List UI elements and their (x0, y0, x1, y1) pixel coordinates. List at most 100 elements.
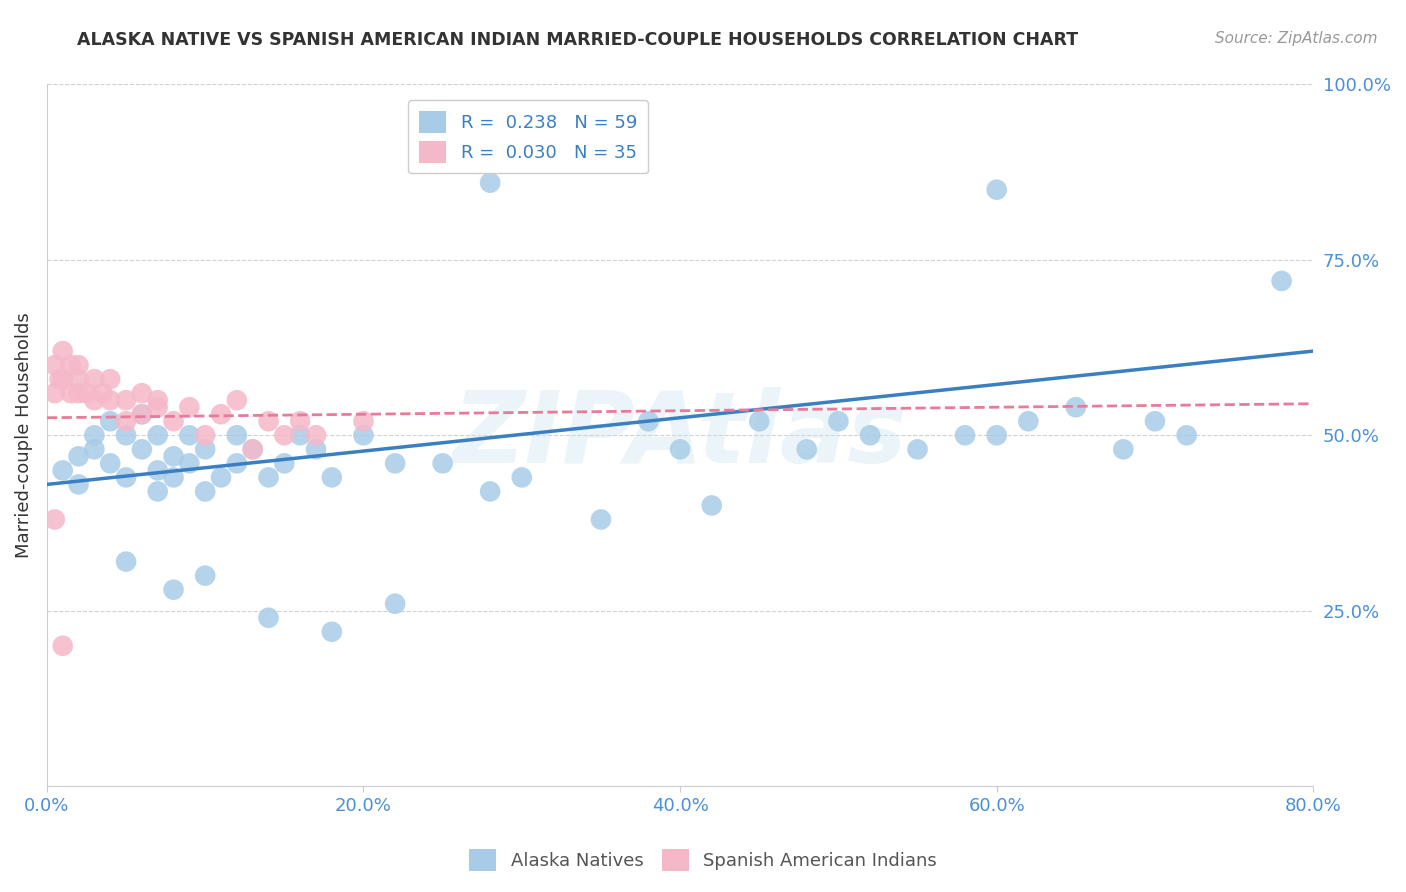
Point (321, 624, 343, 639)
Point (179, 401, 201, 415)
Point (242, 442, 264, 457)
Point (510, 470, 533, 484)
Point (131, 407, 153, 421)
Point (479, 176, 502, 190)
Point (288, 414, 311, 428)
Point (67, 450, 90, 464)
Point (52, 639, 75, 653)
Point (75, 386, 97, 401)
Point (194, 484, 217, 499)
Point (209, 407, 232, 421)
Point (637, 414, 659, 428)
Y-axis label: Married-couple Households: Married-couple Households (15, 312, 32, 558)
Point (131, 386, 153, 401)
Point (146, 463, 169, 477)
Point (67, 477, 90, 491)
Point (179, 428, 201, 442)
Point (146, 401, 169, 415)
Point (131, 442, 153, 457)
Point (98, 393, 121, 408)
Point (242, 442, 264, 457)
Point (859, 428, 882, 442)
Point (162, 414, 184, 428)
Point (907, 442, 929, 457)
Point (44, 358, 66, 372)
Point (162, 582, 184, 597)
Point (91, 386, 114, 401)
Point (162, 450, 184, 464)
Point (115, 555, 138, 569)
Point (146, 393, 169, 408)
Point (827, 414, 849, 428)
Point (67, 386, 90, 401)
Point (1017, 414, 1039, 428)
Point (98, 456, 121, 470)
Point (52, 463, 75, 477)
Point (796, 442, 818, 457)
Point (225, 393, 247, 408)
Point (115, 393, 138, 408)
Point (194, 568, 217, 582)
Point (669, 442, 692, 457)
Point (83, 372, 105, 386)
Text: ALASKA NATIVE VS SPANISH AMERICAN INDIAN MARRIED-COUPLE HOUSEHOLDS CORRELATION C: ALASKA NATIVE VS SPANISH AMERICAN INDIAN… (77, 31, 1078, 49)
Point (162, 470, 184, 484)
Point (131, 407, 153, 421)
Point (225, 456, 247, 470)
Point (44, 386, 66, 401)
Point (52, 372, 75, 386)
Point (67, 372, 90, 386)
Point (953, 428, 976, 442)
Point (986, 428, 1008, 442)
Point (288, 428, 311, 442)
Point (257, 611, 280, 625)
Point (115, 428, 138, 442)
Point (273, 428, 295, 442)
Point (209, 470, 232, 484)
Point (273, 456, 295, 470)
Point (52, 344, 75, 359)
Point (305, 442, 328, 457)
Point (115, 470, 138, 484)
Point (98, 372, 121, 386)
Point (194, 428, 217, 442)
Legend: Alaska Natives, Spanish American Indians: Alaska Natives, Spanish American Indians (463, 842, 943, 879)
Point (432, 456, 454, 470)
Point (257, 470, 280, 484)
Legend: R =  0.238   N = 59, R =  0.030   N = 35: R = 0.238 N = 59, R = 0.030 N = 35 (408, 101, 648, 173)
Point (146, 484, 169, 499)
Point (225, 428, 247, 442)
Text: ZIPAtlas: ZIPAtlas (453, 387, 907, 483)
Point (59, 358, 82, 372)
Point (98, 414, 121, 428)
Point (194, 442, 217, 457)
Point (83, 442, 105, 457)
Point (1271, 274, 1294, 288)
Point (146, 428, 169, 442)
Point (353, 414, 375, 428)
Point (384, 597, 406, 611)
Point (59, 386, 82, 401)
Point (1143, 414, 1166, 428)
Point (67, 358, 90, 372)
Point (479, 484, 502, 499)
Point (1175, 428, 1198, 442)
Text: Source: ZipAtlas.com: Source: ZipAtlas.com (1215, 31, 1378, 46)
Point (700, 499, 723, 513)
Point (384, 456, 406, 470)
Point (321, 470, 343, 484)
Point (44, 512, 66, 526)
Point (179, 456, 201, 470)
Point (748, 414, 770, 428)
Point (305, 428, 328, 442)
Point (1112, 442, 1135, 457)
Point (83, 428, 105, 442)
Point (257, 414, 280, 428)
Point (1064, 401, 1087, 415)
Point (986, 183, 1008, 197)
Point (589, 512, 612, 526)
Point (48, 372, 70, 386)
Point (83, 393, 105, 408)
Point (115, 414, 138, 428)
Point (353, 428, 375, 442)
